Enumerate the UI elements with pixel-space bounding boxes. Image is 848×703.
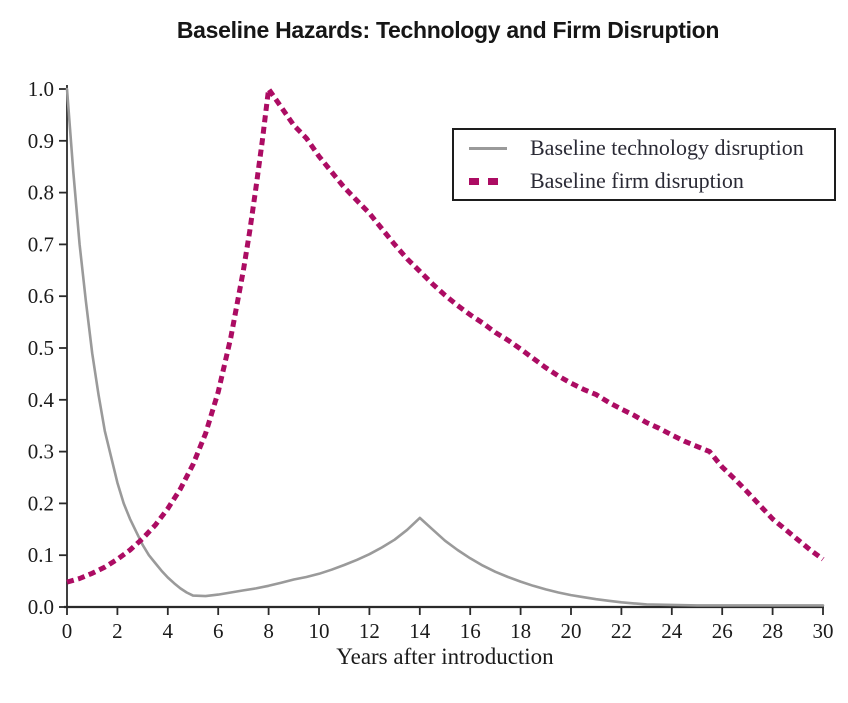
firm-dash-swatch-icon [469, 177, 507, 185]
x-tick-label: 10 [309, 619, 330, 643]
x-tick-label: 0 [62, 619, 73, 643]
x-tick-label: 30 [813, 619, 834, 643]
x-tick-label: 2 [112, 619, 123, 643]
x-tick-label: 6 [213, 619, 224, 643]
x-tick-label: 16 [460, 619, 481, 643]
y-tick-label: 0.9 [28, 129, 54, 153]
legend-label-technology: Baseline technology disruption [530, 135, 804, 160]
technology-curve [65, 87, 825, 607]
chart-title: Baseline Hazards: Technology and Firm Di… [176, 17, 720, 43]
legend-item-technology: Baseline technology disruption [469, 135, 834, 161]
y-tick-label: 0.2 [28, 491, 54, 515]
x-tick-label: 8 [263, 619, 274, 643]
x-tick-label: 28 [762, 619, 783, 643]
x-tick-label: 4 [163, 619, 174, 643]
y-tick-label: 0.5 [28, 336, 54, 360]
x-tick-label: 26 [712, 619, 733, 643]
x-tick-label: 20 [561, 619, 582, 643]
x-tick-label: 18 [510, 619, 531, 643]
x-tick-label: 12 [359, 619, 380, 643]
x-axis-label: Years after introduction [336, 644, 554, 669]
firm-curve [66, 86, 825, 585]
y-tick-label: 0.8 [28, 181, 54, 205]
y-tick-label: 0.4 [28, 388, 55, 412]
x-tick-label: 24 [661, 619, 683, 643]
x-tick-label: 14 [409, 619, 431, 643]
legend-item-firm: Baseline firm disruption [469, 168, 834, 194]
legend: Baseline technology disruption Baseline … [452, 128, 836, 201]
y-tick-label: 1.0 [28, 77, 54, 101]
y-tick-label: 0.6 [28, 284, 54, 308]
legend-label-firm: Baseline firm disruption [530, 168, 744, 193]
y-tick-label: 0.7 [28, 232, 54, 256]
x-tick-label: 22 [611, 619, 632, 643]
y-tick-label: 0.1 [28, 543, 54, 567]
y-tick-label: 0.3 [28, 440, 54, 464]
technology-line-swatch-icon [469, 146, 507, 150]
y-tick-label: 0.0 [28, 595, 54, 619]
